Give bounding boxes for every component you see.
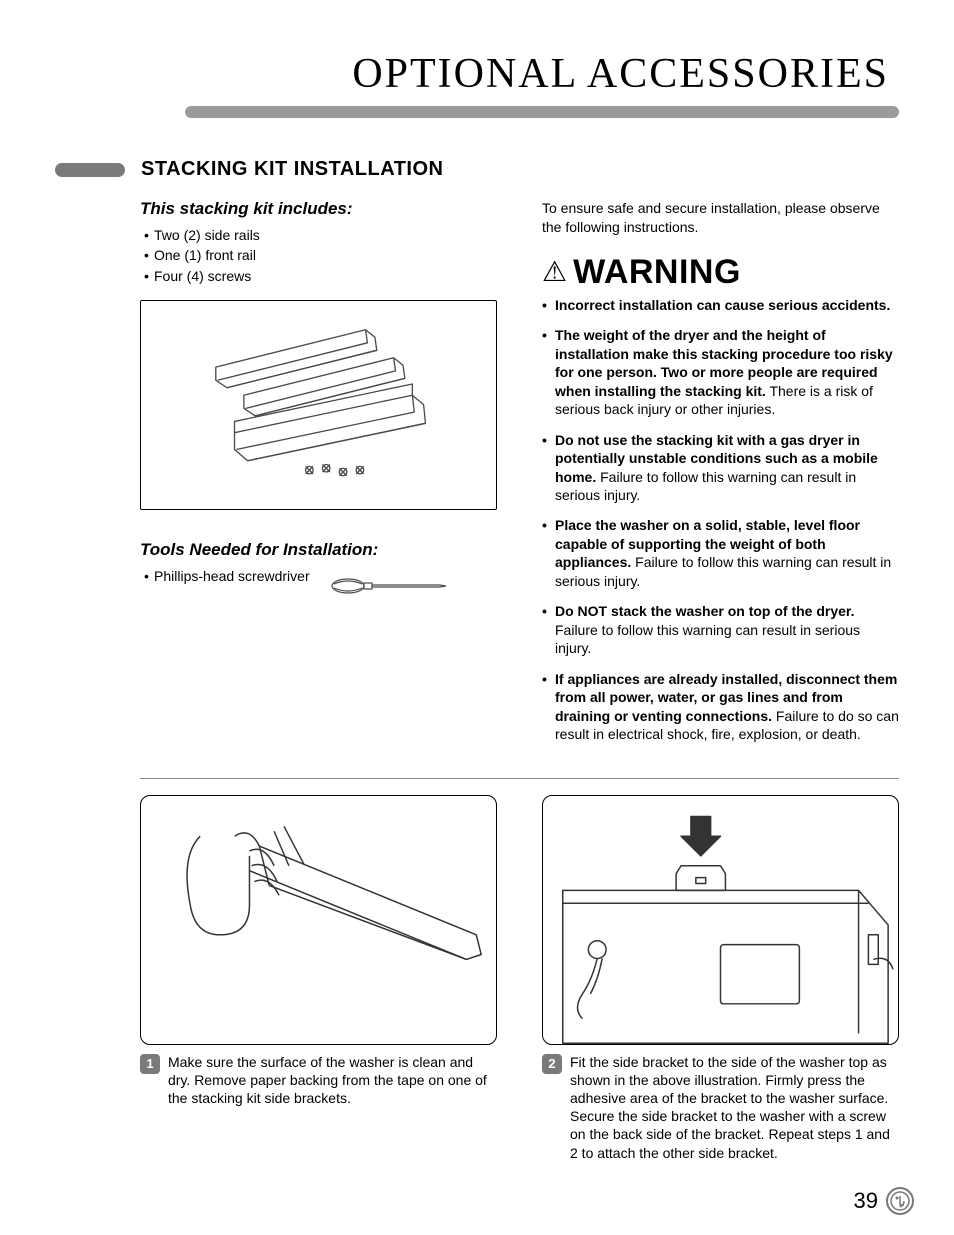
list-item: If appliances are already installed, dis…	[542, 670, 899, 744]
page-title: OPTIONAL ACCESSORIES	[55, 50, 889, 98]
section-bullet-icon	[55, 163, 125, 177]
list-item: Four (4) screws	[144, 266, 497, 286]
step-1-illustration	[140, 795, 497, 1045]
warning-word: WARNING	[573, 253, 741, 292]
title-underline-bar	[185, 106, 899, 118]
page-footer: 39	[854, 1187, 914, 1215]
step-number-badge: 2	[542, 1054, 562, 1074]
tools-list: Phillips-head screwdriver	[140, 566, 310, 586]
warning-list: Incorrect installation can cause serious…	[542, 296, 899, 744]
step-2-illustration	[542, 795, 899, 1045]
step-description: Fit the side bracket to the side of the …	[570, 1053, 899, 1162]
right-column: To ensure safe and secure installation, …	[542, 199, 899, 756]
step-1: 1 Make sure the surface of the washer is…	[140, 795, 497, 1162]
section-title: STACKING KIT INSTALLATION	[141, 158, 443, 181]
divider	[140, 778, 899, 779]
step-description: Make sure the surface of the washer is c…	[168, 1053, 497, 1108]
warning-triangle-icon: ⚠	[542, 258, 567, 286]
list-item: Do NOT stack the washer on top of the dr…	[542, 602, 899, 657]
intro-text: To ensure safe and secure installation, …	[542, 199, 899, 237]
lg-logo-icon	[886, 1187, 914, 1215]
warning-heading: ⚠ WARNING	[542, 253, 899, 292]
kit-includes-heading: This stacking kit includes:	[140, 199, 497, 219]
list-item: The weight of the dryer and the height o…	[542, 326, 899, 418]
left-column: This stacking kit includes: Two (2) side…	[140, 199, 497, 756]
list-item: Incorrect installation can cause serious…	[542, 296, 899, 314]
list-item: Phillips-head screwdriver	[144, 566, 310, 586]
list-item: Two (2) side rails	[144, 225, 497, 245]
step-2: 2 Fit the side bracket to the side of th…	[542, 795, 899, 1162]
section-header: STACKING KIT INSTALLATION	[55, 158, 899, 181]
list-item: Do not use the stacking kit with a gas d…	[542, 431, 899, 505]
tools-heading: Tools Needed for Installation:	[140, 540, 497, 560]
page-number: 39	[854, 1188, 878, 1214]
step-number-badge: 1	[140, 1054, 160, 1074]
kit-items-list: Two (2) side rails One (1) front rail Fo…	[140, 225, 497, 286]
list-item: One (1) front rail	[144, 245, 497, 265]
rails-illustration	[140, 300, 497, 510]
list-item: Place the washer on a solid, stable, lev…	[542, 516, 899, 590]
screwdriver-icon	[330, 566, 450, 611]
